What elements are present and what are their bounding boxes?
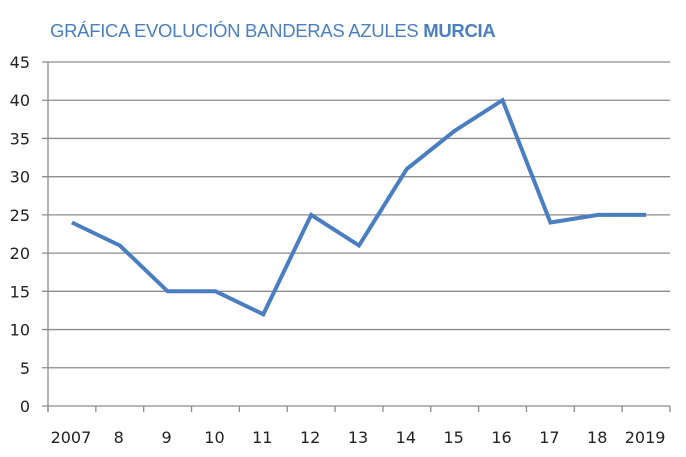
series-line xyxy=(71,97,647,317)
y-tick-label: 5 xyxy=(20,359,30,378)
y-axis: 0 5 10 15 20 25 30 35 40 45 xyxy=(10,53,49,416)
y-tick-label: 25 xyxy=(10,206,30,225)
x-tick-label: 8 xyxy=(114,428,124,447)
y-tick-label: 40 xyxy=(10,91,30,110)
x-tick-label: 2007 xyxy=(51,428,92,447)
y-tick-label: 10 xyxy=(10,321,30,340)
x-tick-label: 18 xyxy=(587,428,607,447)
gridlines xyxy=(42,61,670,369)
y-tick-label: 20 xyxy=(10,244,30,263)
x-tick-label: 10 xyxy=(204,428,224,447)
y-tick-label: 45 xyxy=(10,53,30,72)
y-tick-label: 15 xyxy=(10,282,30,301)
chart-title-emphasis: MURCIA xyxy=(423,20,496,41)
x-tick-label: 15 xyxy=(444,428,464,447)
x-tick-label: 14 xyxy=(396,428,416,447)
chart-title: GRÁFICA EVOLUCIÓN BANDERAS AZULES MURCIA xyxy=(50,20,496,42)
x-tick-label: 9 xyxy=(162,428,172,447)
chart-title-prefix: GRÁFICA EVOLUCIÓN BANDERAS AZULES xyxy=(50,20,424,41)
x-tick-label: 12 xyxy=(300,428,320,447)
x-tick-label: 16 xyxy=(491,428,511,447)
y-tick-label: 30 xyxy=(10,168,30,187)
x-axis: 2007 8 9 10 11 12 13 14 15 16 17 18 2019 xyxy=(42,405,671,447)
x-tick-label: 2019 xyxy=(625,428,666,447)
y-tick-label: 0 xyxy=(20,397,30,416)
y-tick-label: 35 xyxy=(10,129,30,148)
x-tick-label: 17 xyxy=(539,428,559,447)
x-tick-label: 13 xyxy=(348,428,368,447)
x-tick-label: 11 xyxy=(252,428,272,447)
